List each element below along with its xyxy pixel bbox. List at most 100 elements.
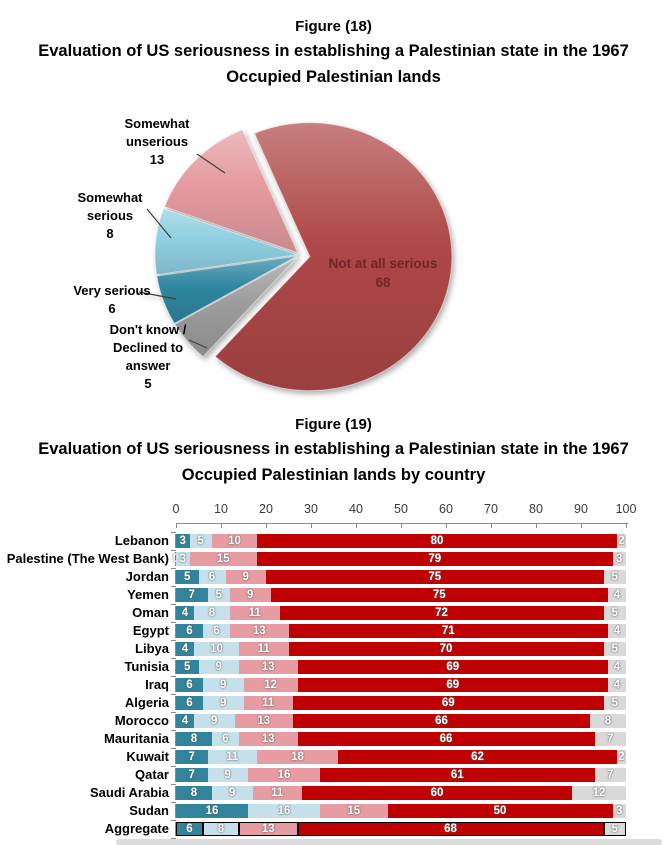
bar-segment-not-at-all-serious: 72 (279, 606, 604, 620)
segment-value: 13 (261, 733, 275, 745)
segment-value: 61 (450, 769, 464, 781)
bar-segment-not-at-all-serious: 62 (338, 750, 617, 764)
bar-segment-somewhat-serious: 9 (203, 678, 244, 692)
segment-value: 5 (197, 535, 204, 547)
segment-value: 18 (291, 751, 304, 763)
bar-segment-somewhat-serious: 9 (212, 786, 253, 800)
bar-segment-somewhat-unserious: 11 (243, 696, 293, 710)
bar-row-yemen: Yemen 7 5 9 75 4 (0, 586, 667, 604)
pie-callout-don-t-know-declined-to-answer: Don't know / Declined to answer 5 (78, 321, 218, 393)
segment-value: 2 (618, 535, 625, 547)
segment-value: 70 (439, 643, 453, 655)
bar-segment-don-t-know-declined-to-answer: 7 (594, 768, 626, 782)
bar-segment-somewhat-serious: 6 (212, 732, 239, 746)
pie-callout-somewhat-unserious: Somewhat unserious 13 (87, 115, 227, 169)
pie-callout-somewhat-serious: Somewhat serious 8 (40, 189, 180, 243)
y-axis-tick-mark (171, 694, 176, 695)
segment-value: 79 (428, 553, 442, 565)
x-axis-tick-label: 100 (615, 502, 637, 516)
callout-leader-line (146, 208, 172, 239)
x-axis-tick-label: 50 (394, 502, 408, 516)
y-axis-tick-mark (171, 622, 176, 623)
bar-segment-not-at-all-serious: 80 (257, 534, 617, 548)
bar-row-lebanon: Lebanon 3 5 10 80 2 (0, 532, 667, 550)
bar-segment-not-at-all-serious: 50 (387, 804, 613, 818)
category-label: Tunisia (124, 659, 169, 674)
bar-row-tunisia: Tunisia 5 9 13 69 4 (0, 658, 667, 676)
bar-segment-don-t-know-declined-to-answer: 4 (608, 678, 626, 692)
bar-segment-somewhat-serious: 9 (198, 660, 239, 674)
bar-segment-not-at-all-serious: 75 (270, 588, 608, 602)
x-axis-tick-mark (356, 524, 357, 528)
bar-segment-somewhat-unserious: 9 (230, 588, 271, 602)
bar-row-qatar: Qatar 7 9 16 61 7 (0, 766, 667, 784)
x-axis-tick-label: 80 (529, 502, 543, 516)
segment-value: 9 (211, 715, 218, 727)
stacked-bar: 6 8 13 68 5 (175, 822, 626, 836)
bar-segment-very-serious: 7 (176, 588, 208, 602)
bar-row-libya: Libya 4 10 11 70 5 (0, 640, 667, 658)
segment-value: 5 (611, 697, 618, 709)
bar-segment-don-t-know-declined-to-answer: 4 (608, 624, 626, 638)
bar-segment-don-t-know-declined-to-answer: 2 (617, 750, 626, 764)
segment-value: 8 (604, 715, 612, 727)
bar-segment-not-at-all-serious: 66 (293, 714, 590, 728)
segment-value: 7 (188, 751, 195, 763)
stacked-bar: 4 9 13 66 8 (175, 714, 626, 728)
bar-segment-don-t-know-declined-to-answer: 3 (612, 804, 626, 818)
segment-value: 4 (613, 589, 621, 601)
y-axis-tick-mark (171, 676, 176, 677)
bar-segment-don-t-know-declined-to-answer: 4 (608, 588, 626, 602)
bar-segment-don-t-know-declined-to-answer: 2 (617, 534, 626, 548)
pie-chart: Somewhat unserious 13 Somewhat serious 8 Very … (0, 108, 667, 408)
segment-value: 12 (592, 787, 606, 799)
segment-value: 13 (261, 823, 275, 835)
bar-row-kuwait: Kuwait 7 11 18 62 2 (0, 748, 667, 766)
segment-value: 80 (430, 535, 444, 547)
y-axis-tick-mark (171, 838, 176, 839)
stacked-bar: 8 6 13 66 7 (175, 732, 626, 746)
pie-callout-line: 6 (108, 301, 116, 316)
segment-value: 7 (188, 589, 195, 601)
bar-segment-not-at-all-serious: 71 (288, 624, 608, 638)
bar-segment-very-serious: 6 (176, 696, 203, 710)
bar-row-algeria: Algeria 6 9 11 69 5 (0, 694, 667, 712)
pie-callout-line: Declined to (112, 340, 184, 355)
segment-value: 6 (186, 823, 193, 835)
segment-value: 6 (186, 625, 193, 637)
bar-segment-very-serious: 7 (176, 768, 208, 782)
bar-segment-don-t-know-declined-to-answer: 3 (612, 552, 626, 566)
bar-segment-somewhat-serious: 9 (207, 768, 248, 782)
segment-value: 69 (446, 679, 460, 691)
category-label: Lebanon (114, 533, 169, 548)
stacked-bar-chart: 0 10 20 30 40 50 60 70 80 90 100 Lebanon 3 5 10 80 2 Pal… (0, 500, 667, 845)
segment-value: 13 (252, 625, 266, 637)
segment-value: 11 (226, 751, 239, 763)
category-label: Yemen (127, 587, 169, 602)
bar-segment-somewhat-serious: 16 (248, 804, 320, 818)
pie-callout-line: answer (125, 358, 171, 373)
stacked-bar: 5 6 9 75 5 (175, 570, 626, 584)
bar-segment-somewhat-serious: 9 (203, 696, 244, 710)
x-axis-tick-label: 0 (172, 502, 180, 516)
x-axis-tick-mark (401, 524, 402, 528)
bar-segment-somewhat-serious: 5 (207, 588, 230, 602)
bar-row-mauritania: Mauritania 8 6 13 66 7 (0, 730, 667, 748)
callout-leader-line (138, 291, 177, 300)
bar-segment-very-serious: 5 (176, 660, 199, 674)
figure18-title: Evaluation of US seriousness in establis… (0, 38, 667, 90)
pie-callout-line: 8 (106, 226, 114, 241)
bar-segment-not-at-all-serious: 69 (297, 678, 608, 692)
pie-slice-very-serious (156, 255, 298, 325)
figure-19-section: Figure (19) Evaluation of US seriousness… (0, 414, 667, 845)
segment-value: 15 (347, 805, 361, 817)
bar-segment-somewhat-unserious: 12 (243, 678, 298, 692)
bar-segment-somewhat-serious: 5 (189, 534, 212, 548)
stacked-bar: 7 5 9 75 4 (175, 588, 626, 602)
x-axis-tick-label: 70 (484, 502, 498, 516)
y-axis-tick-mark (171, 568, 176, 569)
category-label: Egypt (132, 623, 169, 638)
segment-value: 4 (181, 715, 189, 727)
x-axis-tick-label: 20 (259, 502, 273, 516)
pie-callout-line: unserious (125, 134, 189, 149)
